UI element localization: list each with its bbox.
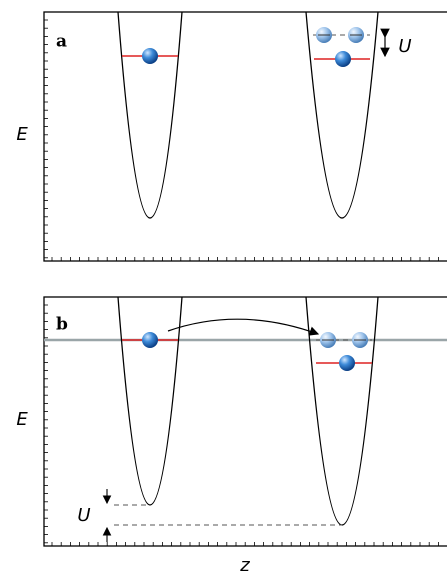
atom [335,51,351,67]
panel-label: b [56,315,68,335]
annotation: U [398,36,411,57]
panel-frame [43,296,447,547]
atom [339,355,355,371]
potential-well [305,296,379,526]
ticks [44,19,439,546]
atom [142,332,158,348]
tunneling-arrow [167,318,320,336]
atom [142,48,158,64]
potential-well [305,11,379,219]
x-axis-label: z [239,555,250,576]
annotation: U [77,505,90,526]
panel-label: a [56,32,67,52]
panel-frame [43,11,447,262]
potential-well [117,11,183,219]
y-axis-label: E [16,409,28,430]
potential-well [117,296,183,506]
y-axis-label: E [16,124,28,145]
